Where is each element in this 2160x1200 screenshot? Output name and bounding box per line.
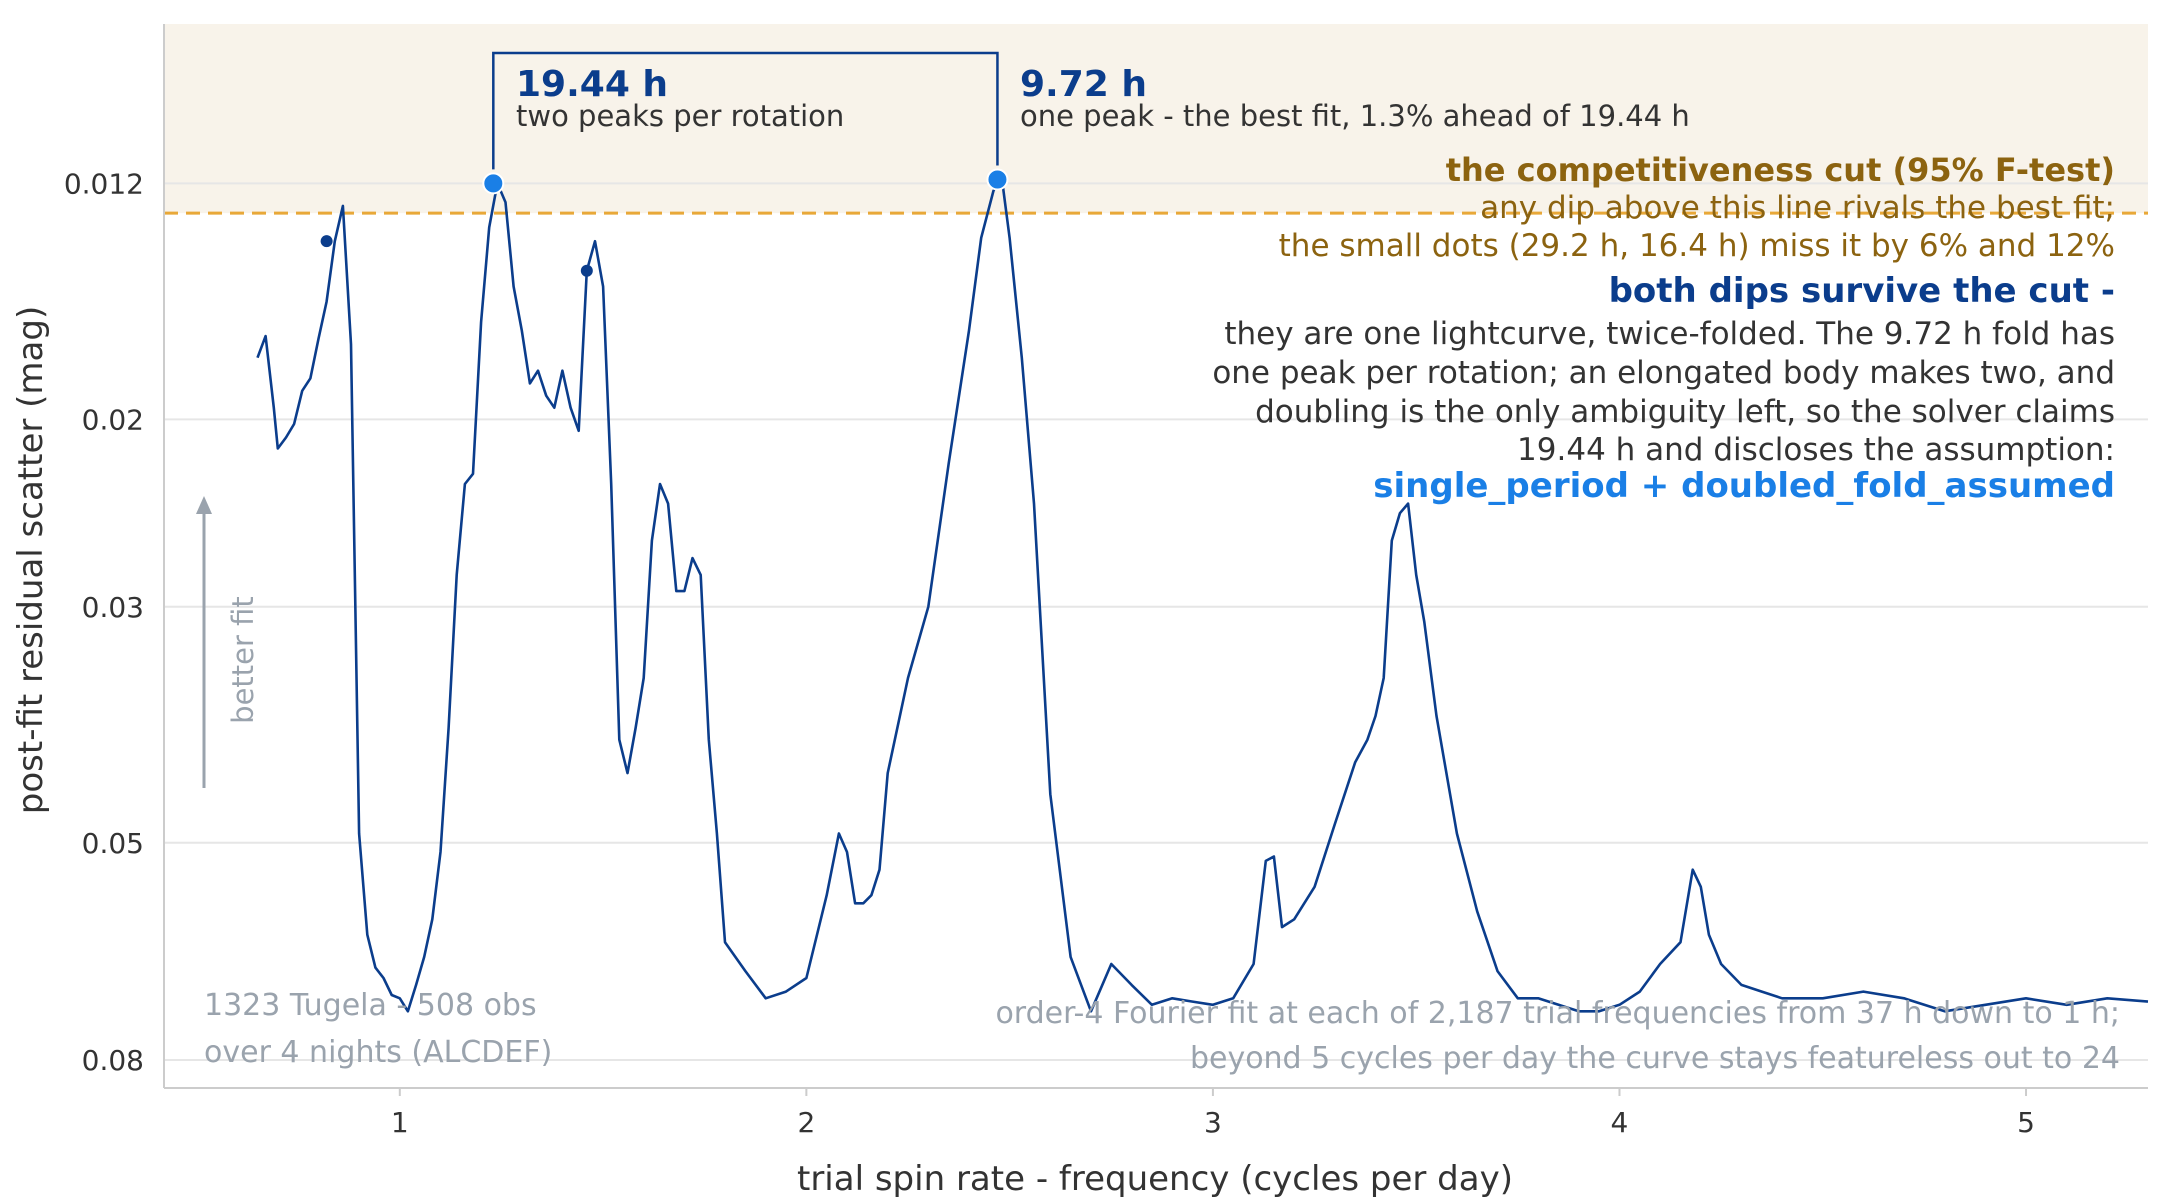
survive-line-4: 19.44 h and discloses the assumption: <box>1517 432 2115 468</box>
method-line-1: order-4 Fourier fit at each of 2,187 tri… <box>995 996 2120 1031</box>
source-line-1: 1323 Tugela - 508 obs <box>204 988 537 1023</box>
x-tick-label: 3 <box>1204 1106 1222 1139</box>
grid <box>164 182 2148 1061</box>
survive-line-1: they are one lightcurve, twice-folded. T… <box>1224 316 2115 352</box>
cut-title: the competitiveness cut (95% F-test) <box>1446 151 2115 189</box>
peak-19h-sublabel: two peaks per rotation <box>516 99 844 133</box>
verdict-label: single_period + doubled_fold_assumed <box>1373 466 2115 506</box>
x-tick-label: 5 <box>2017 1106 2035 1139</box>
x-tick-label: 4 <box>1611 1106 1629 1139</box>
highlight-point-mark <box>986 168 1009 191</box>
small-dot-mark <box>580 264 593 277</box>
peak-9h-sublabel: one peak - the best fit, 1.3% ahead of 1… <box>1020 99 1690 133</box>
cut-line-2: the small dots (29.2 h, 16.4 h) miss it … <box>1279 228 2115 264</box>
survive-title: both dips survive the cut - <box>1609 271 2115 311</box>
y-tick-label: 0.05 <box>82 827 144 860</box>
peak-9h-label: 9.72 h <box>1020 64 1147 105</box>
method-line-2: beyond 5 cycles per day the curve stays … <box>1190 1041 2120 1076</box>
cut-line-1: any dip above this line rivals the best … <box>1480 190 2115 226</box>
peak-19h-label: 19.44 h <box>516 64 668 105</box>
y-tick-label: 0.02 <box>82 403 144 436</box>
y-tick-label: 0.08 <box>82 1044 144 1077</box>
better-fit-arrowhead <box>196 496 212 514</box>
small-dot-mark <box>320 235 333 248</box>
point-marks <box>320 168 1009 277</box>
y-tick-label: 0.03 <box>82 591 144 624</box>
better-fit-label: better fit <box>226 596 260 724</box>
highlight-point-mark <box>482 172 505 195</box>
tick-labels: 0.012 0.02 0.03 0.05 0.08 1 2 3 4 5 <box>64 167 2035 1139</box>
source-line-2: over 4 nights (ALCDEF) <box>204 1035 552 1070</box>
axes <box>163 24 2148 1089</box>
y-axis-title: post-fit residual scatter (mag) <box>11 306 51 814</box>
x-tick-label: 1 <box>391 1106 409 1139</box>
x-tick-label: 2 <box>797 1106 815 1139</box>
survive-line-2: one peak per rotation; an elongated body… <box>1212 355 2115 391</box>
y-tick-label: 0.012 <box>64 167 144 200</box>
x-axis-title: trial spin rate - frequency (cycles per … <box>797 1159 1513 1199</box>
survive-line-3: doubling is the only ambiguity left, so … <box>1255 394 2115 430</box>
series-line <box>256 174 2149 1013</box>
peak-bracket <box>492 51 999 170</box>
